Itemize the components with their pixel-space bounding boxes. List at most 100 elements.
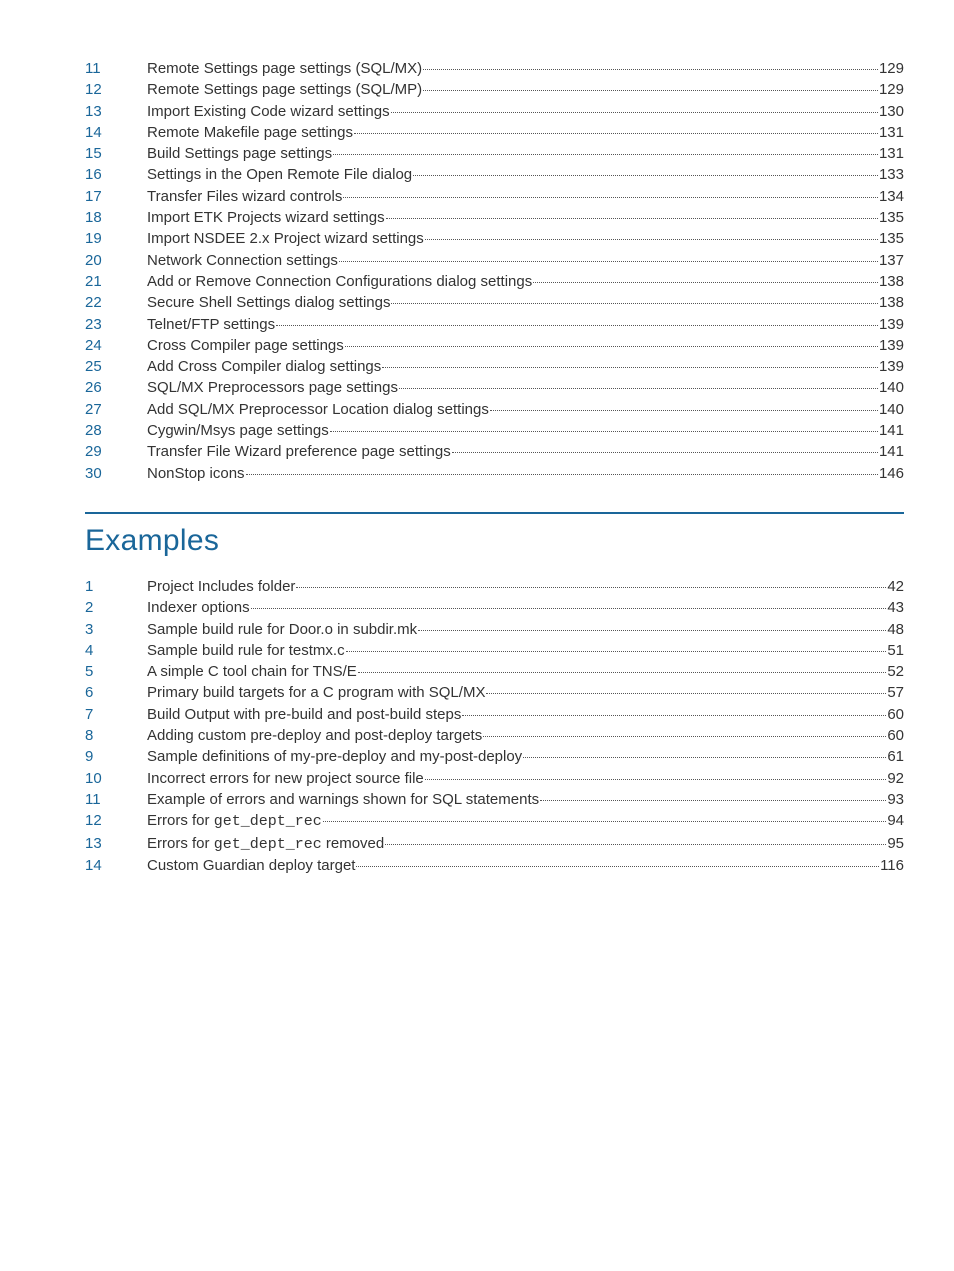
toc-entry-page[interactable]: 60 — [887, 725, 904, 746]
toc-entry-title[interactable]: Settings in the Open Remote File dialog — [147, 164, 412, 185]
toc-entry-number[interactable]: 23 — [85, 314, 147, 335]
toc-entry-number[interactable]: 10 — [85, 768, 147, 789]
toc-entry-title[interactable]: Add Cross Compiler dialog settings — [147, 356, 381, 377]
toc-entry-title[interactable]: Cross Compiler page settings — [147, 335, 344, 356]
toc-entry-title[interactable]: Secure Shell Settings dialog settings — [147, 292, 390, 313]
toc-entry-number[interactable]: 11 — [85, 58, 147, 79]
toc-entry-number[interactable]: 3 — [85, 619, 147, 640]
toc-entry-number[interactable]: 15 — [85, 143, 147, 164]
toc-entry-number[interactable]: 13 — [85, 833, 147, 854]
toc-entry-title[interactable]: Build Output with pre-build and post-bui… — [147, 704, 461, 725]
toc-entry-page[interactable]: 131 — [879, 143, 904, 164]
toc-entry-page[interactable]: 140 — [879, 377, 904, 398]
toc-entry-page[interactable]: 139 — [879, 314, 904, 335]
toc-entry-title[interactable]: Transfer File Wizard preference page set… — [147, 441, 451, 462]
toc-entry-title[interactable]: Errors for get_dept_rec — [147, 810, 322, 832]
toc-entry-page[interactable]: 48 — [887, 619, 904, 640]
toc-entry-page[interactable]: 60 — [887, 704, 904, 725]
toc-entry-page[interactable]: 129 — [879, 79, 904, 100]
toc-entry-page[interactable]: 52 — [887, 661, 904, 682]
toc-entry-title[interactable]: Remote Settings page settings (SQL/MX) — [147, 58, 422, 79]
toc-entry-title[interactable]: Indexer options — [147, 597, 250, 618]
toc-entry-number[interactable]: 14 — [85, 122, 147, 143]
toc-entry-number[interactable]: 14 — [85, 855, 147, 876]
toc-entry-page[interactable]: 93 — [887, 789, 904, 810]
toc-entry-title[interactable]: Remote Settings page settings (SQL/MP) — [147, 79, 422, 100]
toc-entry-page[interactable]: 138 — [879, 271, 904, 292]
toc-entry-page[interactable]: 135 — [879, 228, 904, 249]
toc-entry-title[interactable]: Project Includes folder — [147, 576, 295, 597]
toc-entry-title[interactable]: Sample build rule for Door.o in subdir.m… — [147, 619, 417, 640]
toc-entry-page[interactable]: 61 — [887, 746, 904, 767]
toc-entry-number[interactable]: 4 — [85, 640, 147, 661]
toc-entry-page[interactable]: 146 — [879, 463, 904, 484]
toc-entry-title[interactable]: Adding custom pre-deploy and post-deploy… — [147, 725, 482, 746]
toc-entry-title[interactable]: Network Connection settings — [147, 250, 338, 271]
toc-entry-page[interactable]: 139 — [879, 335, 904, 356]
toc-entry-number[interactable]: 20 — [85, 250, 147, 271]
toc-entry-page[interactable]: 42 — [887, 576, 904, 597]
toc-entry-number[interactable]: 12 — [85, 79, 147, 100]
toc-entry-page[interactable]: 131 — [879, 122, 904, 143]
toc-entry-number[interactable]: 1 — [85, 576, 147, 597]
toc-entry-title[interactable]: SQL/MX Preprocessors page settings — [147, 377, 398, 398]
toc-entry-title[interactable]: Custom Guardian deploy target — [147, 855, 355, 876]
toc-entry-page[interactable]: 139 — [879, 356, 904, 377]
toc-entry-title[interactable]: Remote Makefile page settings — [147, 122, 353, 143]
toc-entry-page[interactable]: 140 — [879, 399, 904, 420]
toc-entry-number[interactable]: 30 — [85, 463, 147, 484]
toc-entry-page[interactable]: 130 — [879, 101, 904, 122]
toc-entry-page[interactable]: 116 — [880, 855, 904, 876]
toc-entry-page[interactable]: 138 — [879, 292, 904, 313]
toc-entry-number[interactable]: 28 — [85, 420, 147, 441]
toc-entry-page[interactable]: 137 — [879, 250, 904, 271]
toc-entry-title[interactable]: Errors for get_dept_rec removed — [147, 833, 384, 855]
toc-entry-title[interactable]: Telnet/FTP settings — [147, 314, 275, 335]
toc-entry-title[interactable]: Transfer Files wizard controls — [147, 186, 342, 207]
toc-entry-number[interactable]: 22 — [85, 292, 147, 313]
toc-entry-number[interactable]: 13 — [85, 101, 147, 122]
toc-entry-title[interactable]: Import ETK Projects wizard settings — [147, 207, 385, 228]
toc-entry-title[interactable]: NonStop icons — [147, 463, 245, 484]
toc-entry-number[interactable]: 24 — [85, 335, 147, 356]
toc-entry-page[interactable]: 135 — [879, 207, 904, 228]
toc-entry-page[interactable]: 92 — [887, 768, 904, 789]
toc-entry-page[interactable]: 141 — [879, 420, 904, 441]
toc-entry-title[interactable]: Incorrect errors for new project source … — [147, 768, 424, 789]
toc-entry-number[interactable]: 27 — [85, 399, 147, 420]
toc-entry-title[interactable]: A simple C tool chain for TNS/E — [147, 661, 357, 682]
toc-entry-title[interactable]: Import NSDEE 2.x Project wizard settings — [147, 228, 424, 249]
toc-entry-number[interactable]: 12 — [85, 810, 147, 831]
toc-entry-page[interactable]: 133 — [879, 164, 904, 185]
toc-entry-title[interactable]: Build Settings page settings — [147, 143, 332, 164]
toc-entry-title[interactable]: Example of errors and warnings shown for… — [147, 789, 539, 810]
toc-entry-title[interactable]: Primary build targets for a C program wi… — [147, 682, 485, 703]
toc-entry-number[interactable]: 19 — [85, 228, 147, 249]
toc-entry-number[interactable]: 17 — [85, 186, 147, 207]
toc-entry-page[interactable]: 141 — [879, 441, 904, 462]
toc-entry-page[interactable]: 134 — [879, 186, 904, 207]
toc-entry-page[interactable]: 43 — [887, 597, 904, 618]
toc-entry-number[interactable]: 26 — [85, 377, 147, 398]
toc-entry-title[interactable]: Cygwin/Msys page settings — [147, 420, 329, 441]
toc-entry-number[interactable]: 5 — [85, 661, 147, 682]
toc-entry-number[interactable]: 29 — [85, 441, 147, 462]
toc-entry-number[interactable]: 18 — [85, 207, 147, 228]
toc-entry-title[interactable]: Import Existing Code wizard settings — [147, 101, 390, 122]
toc-entry-number[interactable]: 11 — [85, 789, 147, 810]
toc-entry-page[interactable]: 129 — [879, 58, 904, 79]
toc-entry-number[interactable]: 25 — [85, 356, 147, 377]
toc-entry-number[interactable]: 8 — [85, 725, 147, 746]
toc-entry-number[interactable]: 9 — [85, 746, 147, 767]
toc-entry-title[interactable]: Add or Remove Connection Configurations … — [147, 271, 532, 292]
toc-entry-number[interactable]: 6 — [85, 682, 147, 703]
toc-entry-page[interactable]: 94 — [887, 810, 904, 831]
toc-entry-number[interactable]: 7 — [85, 704, 147, 725]
toc-entry-number[interactable]: 16 — [85, 164, 147, 185]
toc-entry-page[interactable]: 57 — [887, 682, 904, 703]
toc-entry-page[interactable]: 95 — [887, 833, 904, 854]
toc-entry-number[interactable]: 21 — [85, 271, 147, 292]
toc-entry-title[interactable]: Add SQL/MX Preprocessor Location dialog … — [147, 399, 489, 420]
toc-entry-number[interactable]: 2 — [85, 597, 147, 618]
toc-entry-title[interactable]: Sample definitions of my-pre-deploy and … — [147, 746, 522, 767]
